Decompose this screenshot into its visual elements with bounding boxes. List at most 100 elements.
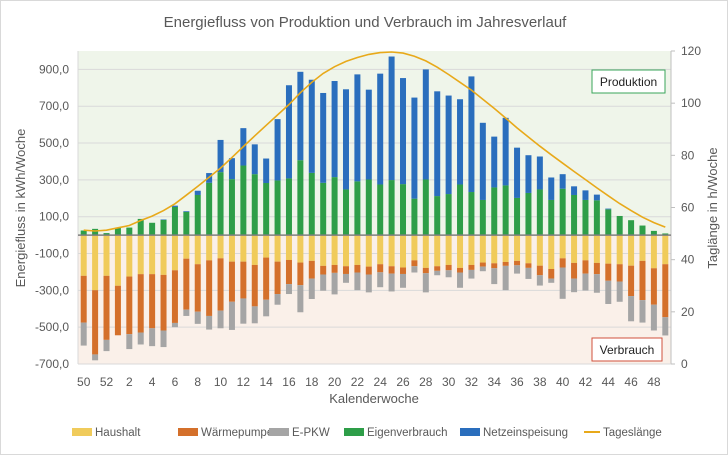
bar-eigenverbrauch-week-19 [320,182,327,236]
bar-w-rmepumpe-week-49 [662,264,669,318]
bar-haushalt-week-41 [571,235,578,263]
bar-eigenverbrauch-week-15 [274,180,281,236]
bar-haushalt-week-31 [457,235,464,268]
bar-w-rmepumpe-week-23 [365,266,372,275]
bar-haushalt-week-27 [411,235,418,261]
bar-w-rmepumpe-week-10 [217,258,224,311]
bar-eigenverbrauch-week-52 [103,233,110,236]
annotation-produktion: Produktion [591,69,666,94]
bar-w-rmepumpe-week-21 [342,266,349,274]
bar-haushalt-week-6 [171,235,178,271]
bar-haushalt-week-13 [251,235,258,265]
bar-e-pkw-week-21 [342,273,349,283]
annotation-verbrauch: Verbrauch [591,337,663,362]
bar-haushalt-week-37 [525,235,532,264]
bar-e-pkw-week-3 [137,332,144,345]
bar-haushalt-week-14 [263,235,270,258]
bar-haushalt-week-44 [605,235,612,264]
bar-eigenverbrauch-week-43 [593,200,600,236]
bar-haushalt-week-24 [377,235,384,265]
bar-haushalt-week-19 [320,235,327,266]
bar-haushalt-week-10 [217,235,224,259]
bar-eigenverbrauch-week-32 [468,192,475,236]
bar-eigenverbrauch-week-3 [137,218,144,236]
x-tick-label: 14 [259,375,273,389]
x-tick-label: 6 [172,375,179,389]
bar-e-pkw-week-32 [468,269,475,279]
bar-w-rmepumpe-week-34 [491,263,498,269]
bar-netzeinspeisung-week-38 [536,156,543,190]
bar-e-pkw-week-37 [525,267,532,279]
bar-w-rmepumpe-week-31 [457,267,464,273]
bar-eigenverbrauch-week-51 [92,228,99,236]
bar-w-rmepumpe-week-41 [571,262,578,279]
bar-w-rmepumpe-week-38 [536,265,543,276]
bar-w-rmepumpe-week-6 [171,270,178,323]
bar-eigenverbrauch-week-23 [365,179,372,236]
bar-e-pkw-week-42 [582,273,589,291]
y2-tick-label: 60 [681,201,695,215]
bar-haushalt-week-35 [502,235,509,262]
legend-label: Netzeinspeisung [483,427,568,439]
bar-e-pkw-week-49 [662,317,669,336]
bar-haushalt-week-26 [400,235,407,268]
bar-netzeinspeisung-week-36 [514,147,521,198]
bar-netzeinspeisung-week-41 [571,186,578,195]
bar-eigenverbrauch-week-26 [400,184,407,236]
bar-w-rmepumpe-week-19 [320,265,327,275]
y2-tick-label: 40 [681,253,695,267]
bar-w-rmepumpe-week-14 [263,257,270,300]
x-tick-label: 50 [77,375,91,389]
bar-e-pkw-week-26 [400,273,407,288]
bar-eigenverbrauch-week-12 [240,165,247,236]
bar-w-rmepumpe-week-3 [137,274,144,333]
x-tick-label: 18 [305,375,319,389]
bar-w-rmepumpe-week-5 [160,274,167,331]
bar-haushalt-week-43 [593,235,600,263]
bar-eigenverbrauch-week-13 [251,174,258,236]
bar-eigenverbrauch-week-37 [525,192,532,236]
bar-eigenverbrauch-week-42 [582,199,589,236]
bar-e-pkw-week-33 [479,266,486,272]
x-tick-label: 48 [647,375,661,389]
bar-e-pkw-week-17 [297,285,304,313]
bar-w-rmepumpe-week-24 [377,264,384,273]
bar-e-pkw-week-28 [422,273,429,293]
bar-netzeinspeisung-week-14 [263,158,270,184]
legend-swatch [178,428,198,436]
bar-eigenverbrauch-week-46 [628,220,635,236]
bar-netzeinspeisung-week-18 [308,79,315,173]
bar-e-pkw-week-16 [285,284,292,295]
bar-haushalt-week-7 [183,235,190,259]
bar-haushalt-week-2 [126,235,133,277]
y-tick-label: -500,0 [35,320,69,334]
bar-haushalt-week-23 [365,235,372,267]
bar-e-pkw-week-30 [445,270,452,278]
bar-w-rmepumpe-week-33 [479,262,486,267]
y2-axis-title: Taglänge in h/Woche [705,147,720,268]
bar-e-pkw-week-8 [194,311,201,324]
bar-w-rmepumpe-week-27 [411,260,418,267]
bar-e-pkw-week-46 [628,296,635,322]
bar-w-rmepumpe-week-48 [650,268,657,305]
legend-swatch [344,428,364,436]
bar-haushalt-week-15 [274,235,281,262]
bar-w-rmepumpe-week-36 [514,260,521,266]
bar-eigenverbrauch-week-36 [514,197,521,236]
bar-netzeinspeisung-week-8 [194,190,201,195]
bar-e-pkw-week-6 [171,322,178,328]
bar-w-rmepumpe-week-37 [525,263,532,268]
bar-e-pkw-week-23 [365,274,372,293]
bar-w-rmepumpe-week-11 [228,261,235,302]
bar-haushalt-week-9 [206,235,213,261]
bar-eigenverbrauch-week-2 [126,227,133,236]
x-tick-label: 38 [533,375,547,389]
bar-w-rmepumpe-week-44 [605,263,612,281]
bar-w-rmepumpe-week-29 [434,266,441,271]
bar-e-pkw-week-45 [616,281,623,302]
legend-swatch [460,428,480,436]
bar-haushalt-week-48 [650,235,657,269]
bar-haushalt-week-45 [616,235,623,265]
x-tick-label: 16 [282,375,296,389]
